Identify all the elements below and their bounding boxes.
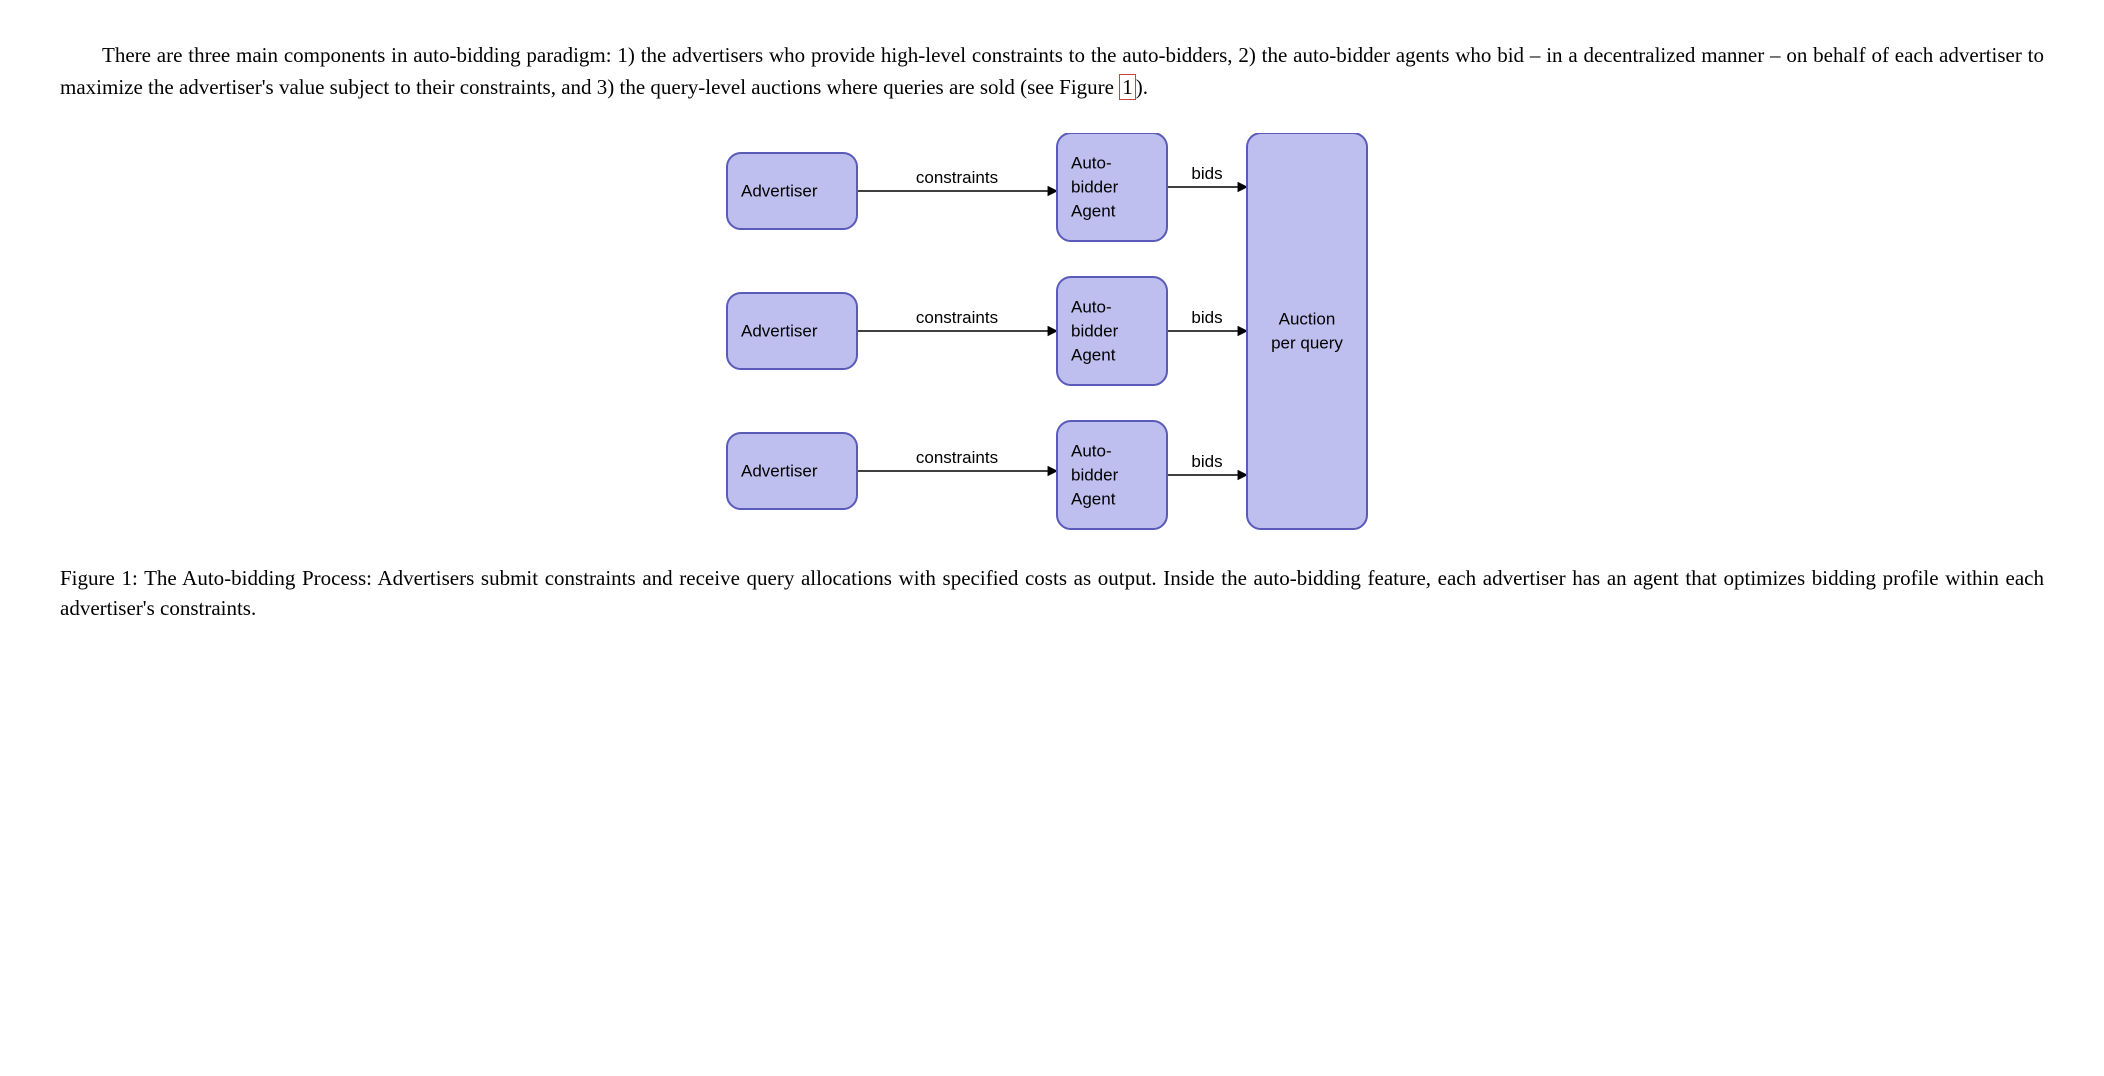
flowchart-svg: constraints constraints constraints bids bid… [717, 133, 1387, 533]
node-label-ag2-0: Auto- [1071, 297, 1112, 316]
node-label-adv2-0: Advertiser [741, 321, 818, 340]
node-label-ag1-2: Agent [1071, 201, 1116, 220]
edge-label-bids: bids [1191, 164, 1222, 183]
edge-label-bids: bids [1191, 308, 1222, 327]
figure-reference-link[interactable]: 1 [1119, 74, 1136, 100]
edge-label-constraints: constraints [916, 448, 998, 467]
figure-caption: Figure 1: The Auto-bidding Process: Adve… [60, 563, 2044, 624]
intro-paragraph: There are three main components in auto-… [60, 40, 2044, 103]
caption-text: The Auto-bidding Process: Advertisers su… [60, 566, 2044, 620]
node-label-auction-1: per query [1271, 333, 1343, 352]
node-label-ag3-0: Auto- [1071, 441, 1112, 460]
paragraph-text-2: ). [1136, 75, 1148, 99]
node-label-ag3-2: Agent [1071, 489, 1116, 508]
node-label-ag2-1: bidder [1071, 321, 1119, 340]
node-label-adv1-0: Advertiser [741, 181, 818, 200]
node-label-ag1-1: bidder [1071, 177, 1119, 196]
node-label-adv3-0: Advertiser [741, 461, 818, 480]
node-label-ag1-0: Auto- [1071, 153, 1112, 172]
node-label-ag2-2: Agent [1071, 345, 1116, 364]
edge-label-constraints: constraints [916, 308, 998, 327]
node-label-auction-0: Auction [1279, 309, 1336, 328]
figure-1-diagram: constraints constraints constraints bids bid… [60, 133, 2044, 533]
edge-label-bids: bids [1191, 452, 1222, 471]
node-label-ag3-1: bidder [1071, 465, 1119, 484]
caption-label: Figure 1: [60, 566, 144, 590]
edge-label-constraints: constraints [916, 168, 998, 187]
paragraph-text-1: There are three main components in auto-… [60, 43, 2044, 99]
node-auction [1247, 133, 1367, 529]
